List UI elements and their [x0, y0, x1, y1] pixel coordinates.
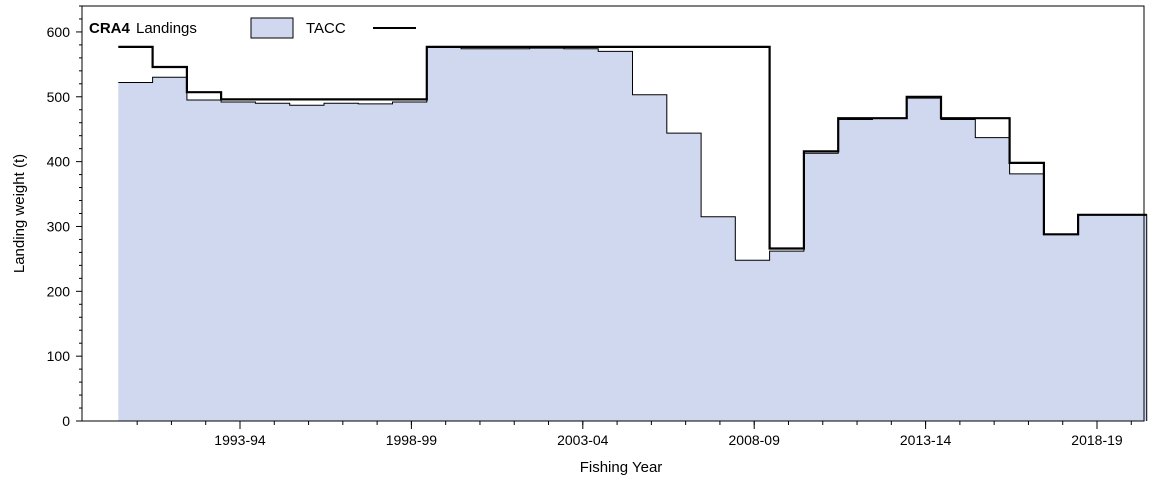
y-axis-title: Landing weight (t) — [11, 154, 28, 273]
landings-bar-1992 — [186, 100, 222, 421]
landings-bar-2016 — [1009, 173, 1045, 421]
x-tick-label-1993: 1993-94 — [214, 432, 266, 448]
landings-bar-2019 — [1112, 214, 1148, 421]
legend: CRA4 Landings TACC — [89, 17, 416, 39]
landings-bar-1998 — [392, 102, 428, 421]
legend-label-tacc: TACC — [306, 20, 346, 37]
y-tick-label-400: 400 — [47, 154, 71, 170]
chart-title: CRA4 — [89, 20, 130, 37]
landings-bar-1994 — [255, 103, 291, 422]
landings-bar-2008 — [735, 260, 771, 421]
landings-bar-2004 — [598, 51, 633, 422]
landings-outline — [118, 47, 1148, 421]
y-tick-label-600: 600 — [47, 24, 71, 40]
x-tick-label-1998: 1998-99 — [386, 432, 438, 448]
landings-bar-2010 — [803, 153, 839, 421]
y-tick-label-300: 300 — [47, 218, 71, 234]
landings-bar-2000 — [461, 48, 496, 422]
landings-bar-2017 — [1043, 234, 1079, 422]
landings-bar-2018 — [1078, 214, 1113, 421]
x-tick-label-2008: 2008-09 — [729, 432, 781, 448]
landings-bar-2001 — [495, 48, 531, 422]
landings-bar-2011 — [838, 119, 873, 421]
landings-bar-1995 — [289, 105, 325, 421]
y-tick-label-100: 100 — [47, 348, 71, 364]
landings-bar-2013 — [906, 98, 942, 421]
y-tick-label-500: 500 — [47, 89, 71, 105]
plot-area — [118, 45, 1148, 422]
landings-bar-2002 — [529, 48, 565, 421]
landings-bar-2014 — [941, 119, 976, 421]
landings-bar-2005 — [632, 94, 668, 422]
landings-bar-1990 — [118, 82, 154, 421]
landings-bar-2012 — [872, 118, 908, 421]
landings-bar-2009 — [769, 251, 805, 421]
x-axis-title: Fishing Year — [580, 459, 663, 476]
tacc-line — [118, 45, 1147, 250]
landings-bar-1993 — [221, 102, 256, 421]
landings-bar-2003 — [563, 48, 599, 422]
axes: 0 100 200 300 400 500 600 1993-94 1998-99 2003-04… — [11, 5, 1145, 476]
x-tick-label-2013: 2013-14 — [900, 432, 952, 448]
x-tick-label-2018: 2018-19 — [1071, 432, 1123, 448]
landings-bar-1996 — [324, 103, 359, 422]
landings-bar-1997 — [358, 103, 394, 422]
landings-bar-2007 — [701, 216, 736, 421]
y-tick-label-200: 200 — [47, 283, 71, 299]
landings-bar-1999 — [426, 47, 462, 421]
y-tick-label-0: 0 — [62, 413, 70, 429]
legend-label-landings: Landings — [136, 20, 197, 37]
landings-bar-1991 — [152, 77, 188, 422]
x-tick-label-2003: 2003-04 — [557, 432, 609, 448]
landings-bar-2006 — [666, 133, 702, 421]
landings-bar-2015 — [975, 137, 1011, 421]
legend-swatch-landings — [250, 17, 294, 39]
